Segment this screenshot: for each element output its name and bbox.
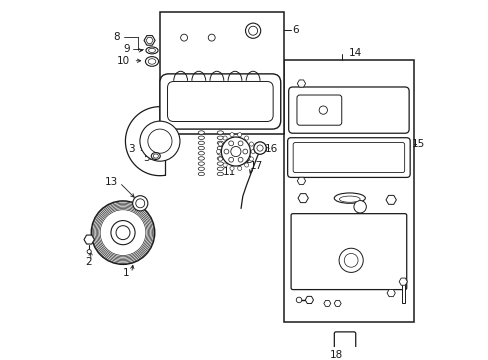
Circle shape [221,137,250,166]
Circle shape [244,136,248,140]
Circle shape [245,23,260,38]
Circle shape [253,142,265,154]
Text: 15: 15 [411,139,425,149]
Text: 14: 14 [348,48,361,58]
Ellipse shape [217,136,223,139]
FancyBboxPatch shape [160,74,280,129]
Circle shape [237,166,241,170]
Bar [160,12,284,134]
Text: 9: 9 [123,44,130,54]
FancyBboxPatch shape [334,332,355,351]
Circle shape [216,149,220,154]
Ellipse shape [198,147,204,150]
Circle shape [180,34,187,41]
Ellipse shape [217,131,223,134]
Text: 6: 6 [291,25,298,35]
Circle shape [250,149,255,154]
Circle shape [244,163,248,167]
Circle shape [87,249,91,254]
Text: 7: 7 [265,101,271,111]
Circle shape [238,157,243,162]
FancyBboxPatch shape [167,81,273,122]
Circle shape [223,136,227,140]
Circle shape [229,132,234,137]
Ellipse shape [198,152,204,155]
Circle shape [353,201,366,213]
Text: 1: 1 [123,268,129,278]
Ellipse shape [198,172,204,176]
Circle shape [319,106,327,114]
Circle shape [218,157,222,161]
Text: 17: 17 [249,161,263,171]
Text: 3: 3 [128,144,134,154]
Ellipse shape [198,162,204,165]
Circle shape [223,163,227,167]
Text: 18: 18 [329,350,342,360]
Ellipse shape [198,167,204,171]
Circle shape [249,142,253,146]
Circle shape [338,248,363,273]
Circle shape [116,226,130,240]
FancyBboxPatch shape [288,87,408,133]
Circle shape [208,34,215,41]
Circle shape [249,157,253,161]
Circle shape [256,145,263,151]
FancyBboxPatch shape [293,143,404,172]
Text: 11: 11 [222,167,235,177]
Text: 5: 5 [142,153,149,163]
Ellipse shape [217,167,223,171]
FancyBboxPatch shape [290,213,406,289]
Ellipse shape [148,48,155,53]
Ellipse shape [217,147,223,150]
Ellipse shape [217,162,223,165]
Circle shape [140,121,180,161]
Ellipse shape [145,47,158,54]
Text: 12: 12 [239,155,252,165]
Circle shape [91,201,154,264]
Text: 8: 8 [113,32,120,42]
Ellipse shape [339,196,359,202]
Ellipse shape [198,136,204,139]
Ellipse shape [145,57,158,66]
Text: 13: 13 [105,176,118,186]
Bar [284,60,413,323]
Text: 10: 10 [116,56,129,66]
Ellipse shape [153,154,158,158]
Text: 4: 4 [156,134,163,144]
Circle shape [229,166,234,170]
Ellipse shape [151,153,160,159]
Circle shape [237,132,241,137]
Ellipse shape [148,59,156,64]
Ellipse shape [217,141,223,145]
FancyBboxPatch shape [287,138,409,177]
Circle shape [218,142,222,146]
Ellipse shape [334,193,365,203]
Bar [401,284,404,303]
Circle shape [147,129,172,153]
Circle shape [248,26,257,35]
Circle shape [136,199,144,208]
Ellipse shape [217,172,223,176]
FancyBboxPatch shape [296,95,341,125]
Ellipse shape [198,131,204,134]
Circle shape [111,221,135,245]
Circle shape [132,196,147,211]
Ellipse shape [217,152,223,155]
Text: 2: 2 [85,257,92,267]
Circle shape [228,157,233,162]
Ellipse shape [198,141,204,145]
Circle shape [296,297,301,303]
Circle shape [224,149,228,154]
Ellipse shape [217,157,223,160]
Text: 16: 16 [264,144,278,154]
Ellipse shape [198,157,204,160]
Circle shape [230,147,241,157]
Circle shape [238,141,243,146]
Circle shape [344,253,357,267]
Circle shape [243,149,247,154]
Circle shape [228,141,233,146]
